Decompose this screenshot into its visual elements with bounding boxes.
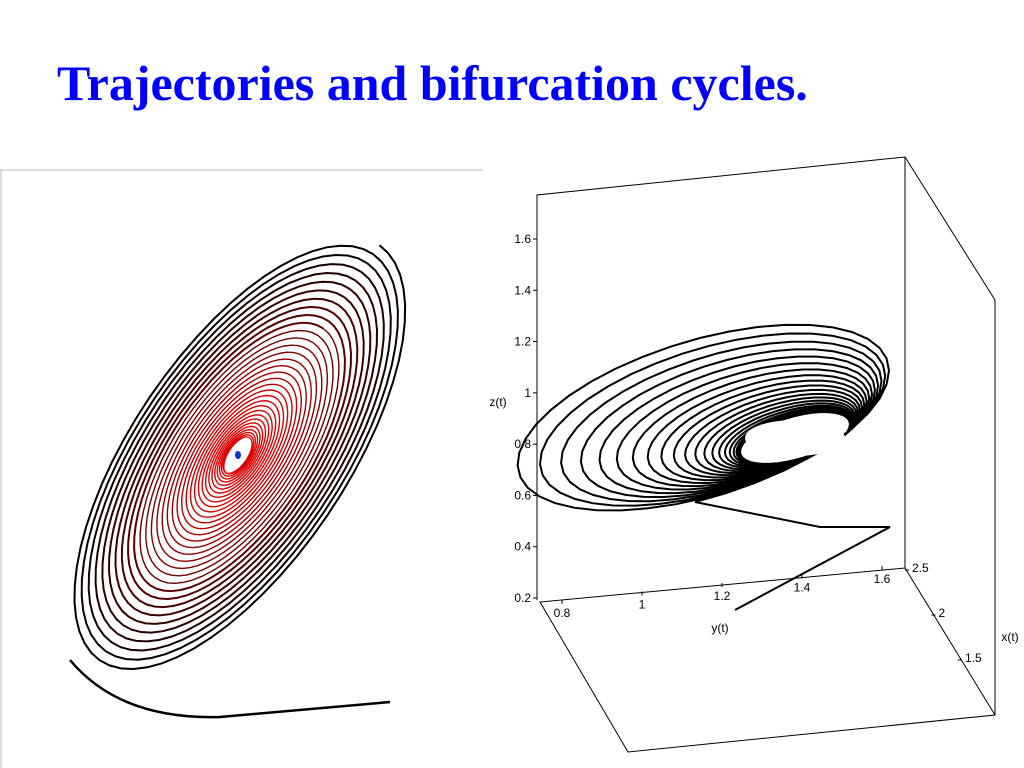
trajectory <box>218 430 259 480</box>
z-tick-label: 1.6 <box>514 232 531 246</box>
trajectory <box>139 327 340 585</box>
trajectory <box>216 427 261 483</box>
trajectory <box>101 279 379 634</box>
x-axis-label: x(t) <box>1001 630 1018 644</box>
trajectory <box>107 288 372 625</box>
trajectory <box>204 412 273 499</box>
y-tick-label: 0.8 <box>554 606 571 620</box>
trajectory <box>87 262 392 652</box>
trajectory <box>211 420 267 490</box>
trajectory <box>222 435 255 475</box>
trajectory <box>197 402 281 508</box>
trajectory <box>166 362 312 549</box>
trajectory <box>171 369 307 542</box>
trajectory <box>80 253 399 661</box>
y-tick-label: 1 <box>639 598 646 612</box>
z-tick-label: 1 <box>524 386 531 400</box>
y-tick-label: 1.4 <box>794 581 811 595</box>
trajectory <box>127 312 353 601</box>
z-tick-label: 0.4 <box>514 540 531 554</box>
x-tick-label: 2.5 <box>912 561 929 575</box>
trajectory <box>133 320 346 593</box>
trajectory <box>69 659 391 719</box>
z-tick-label: 1.2 <box>514 335 531 349</box>
trajectory <box>185 386 293 524</box>
y-axis-label: y(t) <box>711 621 728 635</box>
trajectory <box>214 423 264 487</box>
trajectory <box>73 244 407 671</box>
z-tick-label: 0.6 <box>514 488 531 502</box>
trajectory <box>201 407 277 503</box>
trajectory <box>193 397 285 513</box>
fixed-point <box>235 451 241 459</box>
y-tick-label: 1.6 <box>874 572 891 586</box>
trajectory <box>150 342 329 570</box>
trajectory <box>220 433 257 477</box>
x-tick-label: 1.5 <box>965 651 982 665</box>
slide-title: Trajectories and bifurcation cycles. <box>57 55 808 111</box>
x-tick-label: 2 <box>939 606 946 620</box>
cycle <box>516 323 891 611</box>
trajectory <box>189 392 289 518</box>
trajectory <box>176 375 303 536</box>
cycle-hole <box>745 420 845 456</box>
z-tick-label: 0.2 <box>514 591 531 605</box>
trajectory <box>181 381 298 530</box>
y-tick-label: 1.2 <box>714 589 731 603</box>
plot-box <box>536 156 996 753</box>
right-plot: 0.2 0.4 0.6 0.8 1 1.2 1.4 1.6 z(t) 0.8 1 1.2 1.4 1.6 y… <box>489 156 1019 753</box>
trajectory <box>161 356 318 556</box>
trajectory <box>208 416 270 494</box>
trajectory <box>94 271 385 643</box>
z-axis-label: z(t) <box>489 395 506 409</box>
z-tick-label: 0.8 <box>514 437 531 451</box>
trajectory <box>120 304 359 609</box>
left-plot <box>0 169 483 768</box>
z-tick-label: 1.4 <box>514 283 531 297</box>
trajectory <box>156 349 323 563</box>
trajectory <box>145 335 334 577</box>
trajectory <box>114 296 365 617</box>
